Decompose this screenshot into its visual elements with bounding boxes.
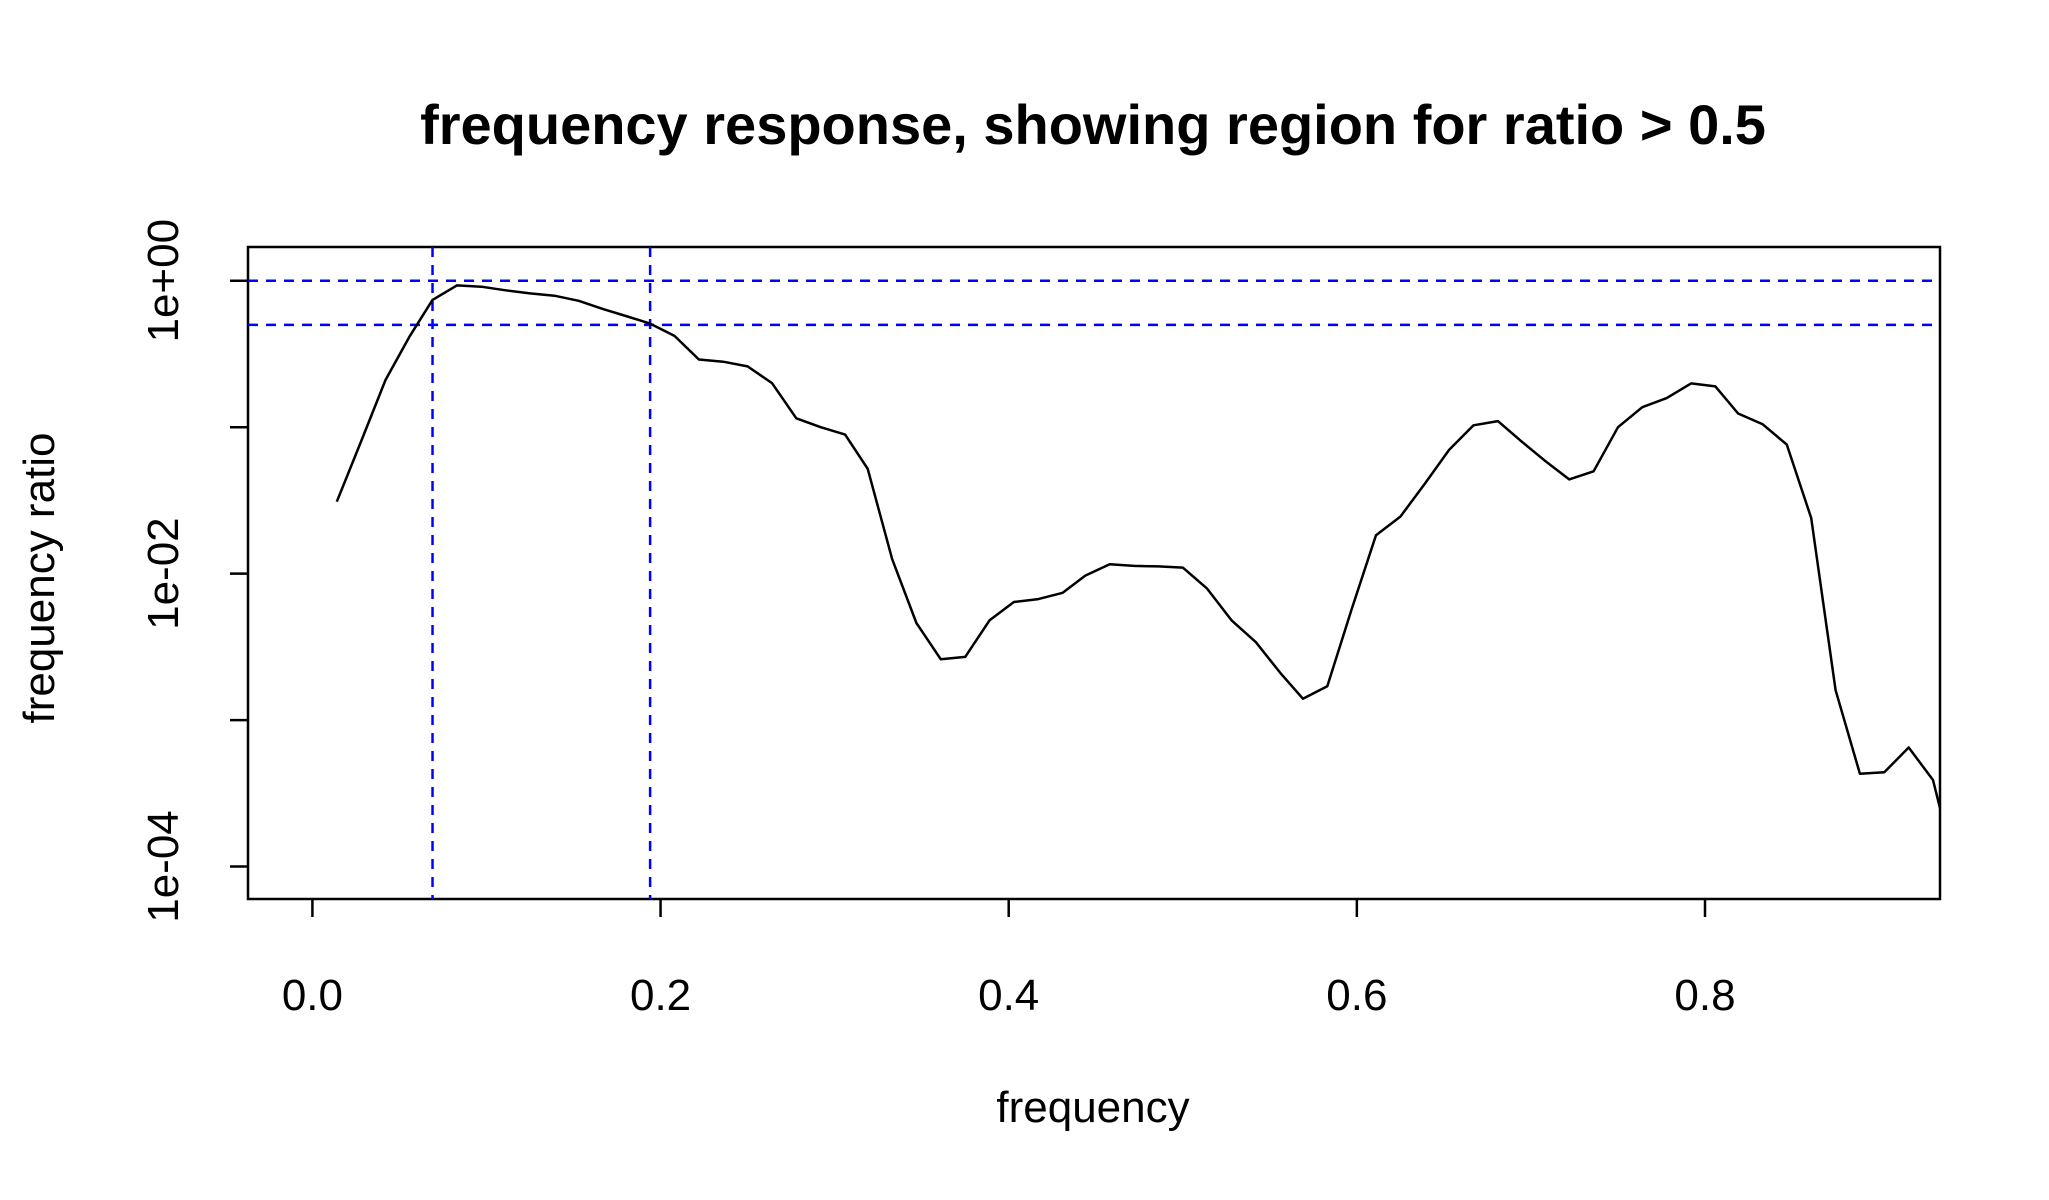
- reference-lines: [248, 247, 1940, 899]
- y-tick-label-4: 1e-04: [139, 810, 188, 923]
- x-tick-label-4: 0.8: [1674, 971, 1735, 1020]
- y-tick-label-0: 1e+00: [139, 219, 188, 343]
- x-tick-label-3: 0.6: [1326, 971, 1387, 1020]
- plot-frame: [246, 245, 1942, 901]
- x-tick-label-1: 0.2: [630, 971, 691, 1020]
- chart-title: frequency response, showing region for r…: [420, 93, 1766, 156]
- y-axis-label: frequency ratio: [15, 432, 64, 723]
- x-axis-label: frequency: [996, 1083, 1189, 1132]
- x-axis: 0.0 0.2 0.4 0.6 0.8: [282, 899, 1736, 1020]
- series-line-0: [335, 284, 1942, 809]
- series-group: [335, 284, 1942, 809]
- x-tick-label-2: 0.4: [978, 971, 1039, 1020]
- x-tick-label-0: 0.0: [282, 971, 343, 1020]
- y-axis: 1e+00 1e-02 1e-04: [139, 219, 248, 923]
- y-tick-label-2: 1e-02: [139, 517, 188, 630]
